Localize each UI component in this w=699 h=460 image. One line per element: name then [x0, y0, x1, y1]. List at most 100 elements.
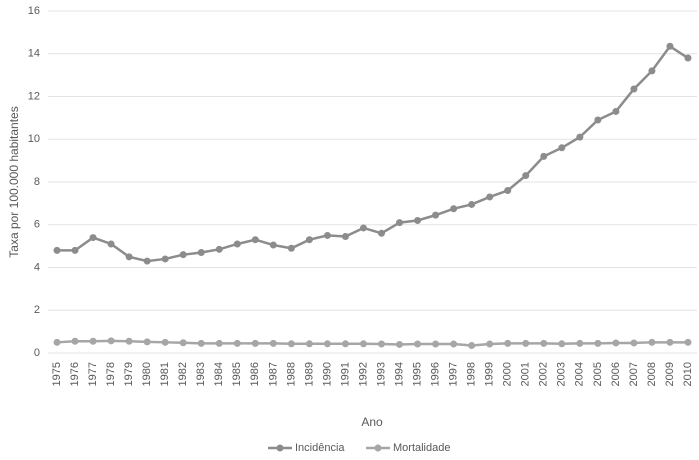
point [540, 339, 548, 347]
point [450, 340, 458, 348]
point [197, 249, 205, 257]
point [378, 229, 386, 237]
x-tick-label: 2010 [682, 362, 694, 386]
x-tick-label: 1999 [484, 362, 496, 386]
point [71, 246, 79, 254]
x-tick-label: 2003 [556, 362, 568, 386]
point [143, 338, 151, 346]
point [89, 337, 97, 345]
point [233, 240, 241, 248]
x-tick-label: 1994 [393, 362, 405, 386]
x-tick-label: 1979 [123, 362, 135, 386]
point [71, 337, 79, 345]
point [504, 339, 512, 347]
y-tick-label: 6 [34, 219, 40, 231]
x-tick-label: 1981 [159, 362, 171, 386]
point [522, 339, 530, 347]
point [287, 340, 295, 348]
x-tick-label: 1993 [375, 362, 387, 386]
point [468, 200, 476, 208]
series-line [56, 339, 688, 347]
x-tick-label: 2006 [610, 362, 622, 386]
point [143, 257, 151, 265]
point [323, 340, 331, 348]
point [576, 339, 584, 347]
legend-marker [276, 444, 284, 452]
x-tick-label: 2007 [628, 362, 640, 386]
point [414, 216, 422, 224]
point [576, 133, 584, 141]
x-tick-label: 1977 [87, 362, 99, 386]
x-tick-label: 1980 [141, 362, 153, 386]
y-tick-label: 14 [28, 48, 40, 60]
point [215, 245, 223, 253]
point [341, 340, 349, 348]
point [540, 152, 548, 160]
point [305, 340, 313, 348]
point [269, 241, 277, 249]
x-tick-label: 1998 [466, 362, 478, 386]
point [648, 338, 656, 346]
point [558, 340, 566, 348]
point [161, 255, 169, 263]
point [468, 342, 476, 350]
point [612, 339, 620, 347]
x-tick-label: 2000 [502, 362, 514, 386]
point [53, 338, 61, 346]
point [215, 339, 223, 347]
x-tick-label: 2002 [538, 362, 550, 386]
x-tick-label: 2001 [520, 362, 532, 386]
x-tick-label: 2008 [646, 362, 658, 386]
x-tick-label: 1997 [448, 362, 460, 386]
x-tick-label: 1985 [231, 362, 243, 386]
point [666, 42, 674, 50]
point [359, 340, 367, 348]
point [558, 144, 566, 152]
point [287, 244, 295, 252]
x-tick-label: 1989 [303, 362, 315, 386]
x-tick-label: 1986 [249, 362, 261, 386]
x-tick-label: 1984 [213, 362, 225, 386]
point [107, 240, 115, 248]
point [414, 340, 422, 348]
point [53, 246, 61, 254]
point [323, 231, 331, 239]
point [233, 339, 241, 347]
point [504, 187, 512, 195]
point [648, 67, 656, 75]
x-axis-title: Ano [361, 415, 383, 429]
point [341, 233, 349, 241]
point [251, 339, 259, 347]
y-tick-label: 0 [34, 347, 40, 359]
x-tick-label: 1995 [411, 362, 423, 386]
x-tick-label: 2004 [574, 362, 586, 386]
x-tick-label: 1987 [267, 362, 279, 386]
point [450, 205, 458, 213]
legend-label: Mortalidade [393, 442, 450, 454]
point [125, 337, 133, 345]
point [666, 338, 674, 346]
x-tick-label: 1978 [105, 362, 117, 386]
x-tick-label: 1983 [195, 362, 207, 386]
x-tick-label: 2009 [664, 362, 676, 386]
x-tick-label: 1988 [285, 362, 297, 386]
x-tick-label: 2005 [592, 362, 604, 386]
point [179, 339, 187, 347]
y-tick-label: 4 [34, 261, 40, 273]
series-line [57, 44, 689, 263]
point [630, 85, 638, 93]
point [594, 116, 602, 124]
point [630, 339, 638, 347]
point [396, 219, 404, 227]
point [197, 339, 205, 347]
point [396, 340, 404, 348]
point [125, 253, 133, 261]
point [161, 338, 169, 346]
point [251, 236, 259, 244]
point [684, 54, 692, 62]
y-tick-label: 10 [28, 133, 40, 145]
point [612, 107, 620, 115]
legend-marker [374, 444, 382, 452]
x-tick-label: 1996 [430, 362, 442, 386]
